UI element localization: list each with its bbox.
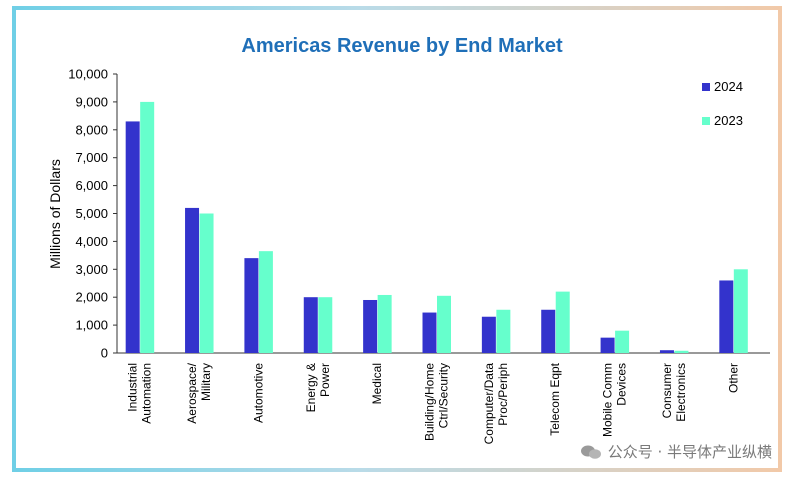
y-axis-ticks: 0 1,000 2,000 3,000 4,000 5,000 6,000 7,000 8,00… bbox=[68, 67, 117, 361]
bar-2023 bbox=[615, 330, 630, 353]
x-tick-label: Energy & bbox=[304, 363, 318, 412]
x-tick-label: Building/Home bbox=[423, 363, 437, 441]
x-tick-label: Telecom Eqpt bbox=[548, 362, 562, 435]
x-tick-label: Power bbox=[318, 363, 332, 397]
chart-title: Americas Revenue by End Market bbox=[241, 35, 563, 57]
bar-2023 bbox=[377, 294, 392, 353]
bar-2024 bbox=[422, 312, 437, 353]
x-tick-label: Consumer bbox=[660, 363, 674, 418]
y-tick-label: 7,000 bbox=[75, 150, 108, 165]
x-axis-ticks: Industrial Automation Aerospace/Military Au… bbox=[126, 362, 741, 444]
watermark: 公众号 · 半导体产业纵横 bbox=[580, 441, 772, 462]
y-tick-label: 3,000 bbox=[75, 262, 108, 277]
x-tick-label: Medical bbox=[370, 363, 384, 404]
legend: 2024 2023 bbox=[702, 79, 743, 128]
x-tick-label: Ctrl/Security bbox=[437, 363, 451, 428]
x-tick-label: Other bbox=[726, 363, 740, 393]
wechat-icon bbox=[580, 445, 601, 459]
y-tick-label: 5,000 bbox=[75, 206, 108, 221]
legend-swatch-2024 bbox=[702, 83, 710, 91]
bar-2024 bbox=[600, 337, 615, 353]
bar-2023 bbox=[674, 350, 689, 353]
bar-2024 bbox=[244, 258, 259, 353]
y-tick-label: 4,000 bbox=[75, 234, 108, 249]
bar-2024 bbox=[481, 316, 496, 353]
bar-2024 bbox=[303, 297, 318, 353]
bar-2023 bbox=[733, 269, 748, 353]
bar-2023 bbox=[555, 291, 570, 353]
bar-2024 bbox=[541, 309, 556, 353]
bar-2024 bbox=[363, 299, 378, 353]
legend-label-2024: 2024 bbox=[714, 79, 743, 94]
y-tick-label: 1,000 bbox=[75, 318, 108, 333]
bars bbox=[125, 101, 748, 354]
bar-2023 bbox=[496, 309, 511, 353]
bar-2023 bbox=[140, 101, 155, 354]
x-tick-label: Industrial bbox=[126, 363, 140, 412]
bar-2024 bbox=[719, 280, 734, 353]
bar-2024 bbox=[659, 350, 674, 353]
y-tick-label: 2,000 bbox=[75, 290, 108, 305]
bar-2023 bbox=[437, 295, 451, 353]
y-tick-label: 8,000 bbox=[75, 122, 108, 137]
bar-2023 bbox=[318, 297, 333, 353]
x-tick-label: Proc/Periph bbox=[496, 363, 510, 426]
y-axis-label: Millions of Dollars bbox=[47, 159, 63, 269]
x-tick-label: Mobile Comm bbox=[601, 363, 615, 437]
bar-2024 bbox=[125, 121, 140, 354]
bar-2024 bbox=[185, 207, 200, 353]
legend-swatch-2023 bbox=[702, 117, 710, 125]
y-tick-label: 0 bbox=[101, 346, 108, 361]
x-tick-label: Military bbox=[199, 363, 213, 401]
bar-2023 bbox=[258, 251, 273, 353]
y-tick-label: 10,000 bbox=[68, 67, 108, 82]
x-tick-label: Automation bbox=[140, 363, 154, 424]
x-tick-label: Computer/Data bbox=[482, 363, 496, 445]
x-tick-label: Automotive bbox=[251, 363, 265, 423]
x-tick-label: Aerospace/ bbox=[185, 362, 199, 423]
bar-2023 bbox=[199, 213, 214, 353]
x-tick-label: Devices bbox=[615, 363, 629, 406]
x-tick-label: Electronics bbox=[674, 363, 688, 422]
watermark-text: 公众号 · 半导体产业纵横 bbox=[607, 443, 772, 461]
legend-label-2023: 2023 bbox=[714, 113, 743, 128]
y-tick-label: 6,000 bbox=[75, 178, 108, 193]
y-tick-label: 9,000 bbox=[75, 94, 108, 109]
